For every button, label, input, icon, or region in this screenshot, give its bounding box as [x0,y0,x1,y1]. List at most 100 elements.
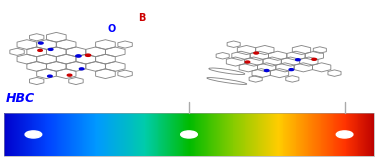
Bar [66,113,67,156]
Bar [133,113,134,156]
Bar [172,113,173,156]
Bar [257,113,259,156]
Bar [204,113,205,156]
Bar [314,113,315,156]
Bar [115,113,116,156]
Bar [56,113,57,156]
Bar [302,113,303,156]
Bar [59,113,60,156]
Bar [215,113,216,156]
Bar [109,113,110,156]
Bar [162,113,163,156]
Bar [151,113,152,156]
Bar [279,113,280,156]
Bar [149,113,150,156]
Bar [321,113,322,156]
Bar [342,113,343,156]
Bar [31,113,33,156]
Bar [122,113,123,156]
Bar [340,113,341,156]
Bar [202,113,203,156]
Bar [54,113,55,156]
Bar [350,113,351,156]
Bar [242,113,243,156]
Bar [280,113,281,156]
Bar [303,113,304,156]
Bar [226,113,227,156]
Bar [245,113,246,156]
Bar [304,113,305,156]
Bar [174,113,175,156]
Bar [12,113,13,156]
Bar [148,113,149,156]
Bar [229,113,230,156]
Bar [373,113,374,156]
Circle shape [48,48,53,50]
Bar [28,113,29,156]
Bar [227,113,228,156]
Bar [69,113,70,156]
Bar [177,113,178,156]
Bar [212,113,213,156]
Bar [185,113,186,156]
Bar [315,113,316,156]
Bar [220,113,222,156]
Bar [232,113,234,156]
Bar [271,113,272,156]
Bar [68,113,69,156]
Bar [137,113,138,156]
Bar [292,113,293,156]
Bar [214,113,215,156]
Bar [254,113,255,156]
Bar [35,113,36,156]
Bar [317,113,318,156]
Bar [91,113,92,156]
Bar [347,113,348,156]
Bar [355,113,356,156]
Bar [241,113,242,156]
Bar [235,113,236,156]
Bar [237,113,238,156]
Bar [281,113,282,156]
Bar [240,113,241,156]
Bar [356,113,358,156]
Bar [73,113,74,156]
Bar [345,113,346,156]
Bar [116,113,117,156]
Bar [60,113,61,156]
Bar [39,113,40,156]
Bar [297,113,298,156]
Bar [87,113,88,156]
Bar [256,113,257,156]
Bar [335,113,336,156]
Bar [175,113,176,156]
Bar [104,113,105,156]
Bar [290,113,291,156]
Bar [124,113,125,156]
Bar [259,113,260,156]
Bar [263,113,264,156]
Bar [114,113,115,156]
Bar [26,113,27,156]
Bar [298,113,299,156]
Bar [306,113,307,156]
Bar [244,113,245,156]
Bar [77,113,78,156]
Bar [51,113,52,156]
Bar [249,113,250,156]
Bar [40,113,41,156]
Bar [312,113,313,156]
Bar [363,113,364,156]
Bar [277,113,278,156]
Bar [131,113,132,156]
Bar [4,113,374,156]
Bar [156,113,158,156]
Bar [147,113,148,156]
Bar [218,113,220,156]
Bar [211,113,212,156]
Bar [251,113,252,156]
Bar [296,113,297,156]
Bar [366,113,367,156]
Bar [61,113,62,156]
Bar [305,113,306,156]
